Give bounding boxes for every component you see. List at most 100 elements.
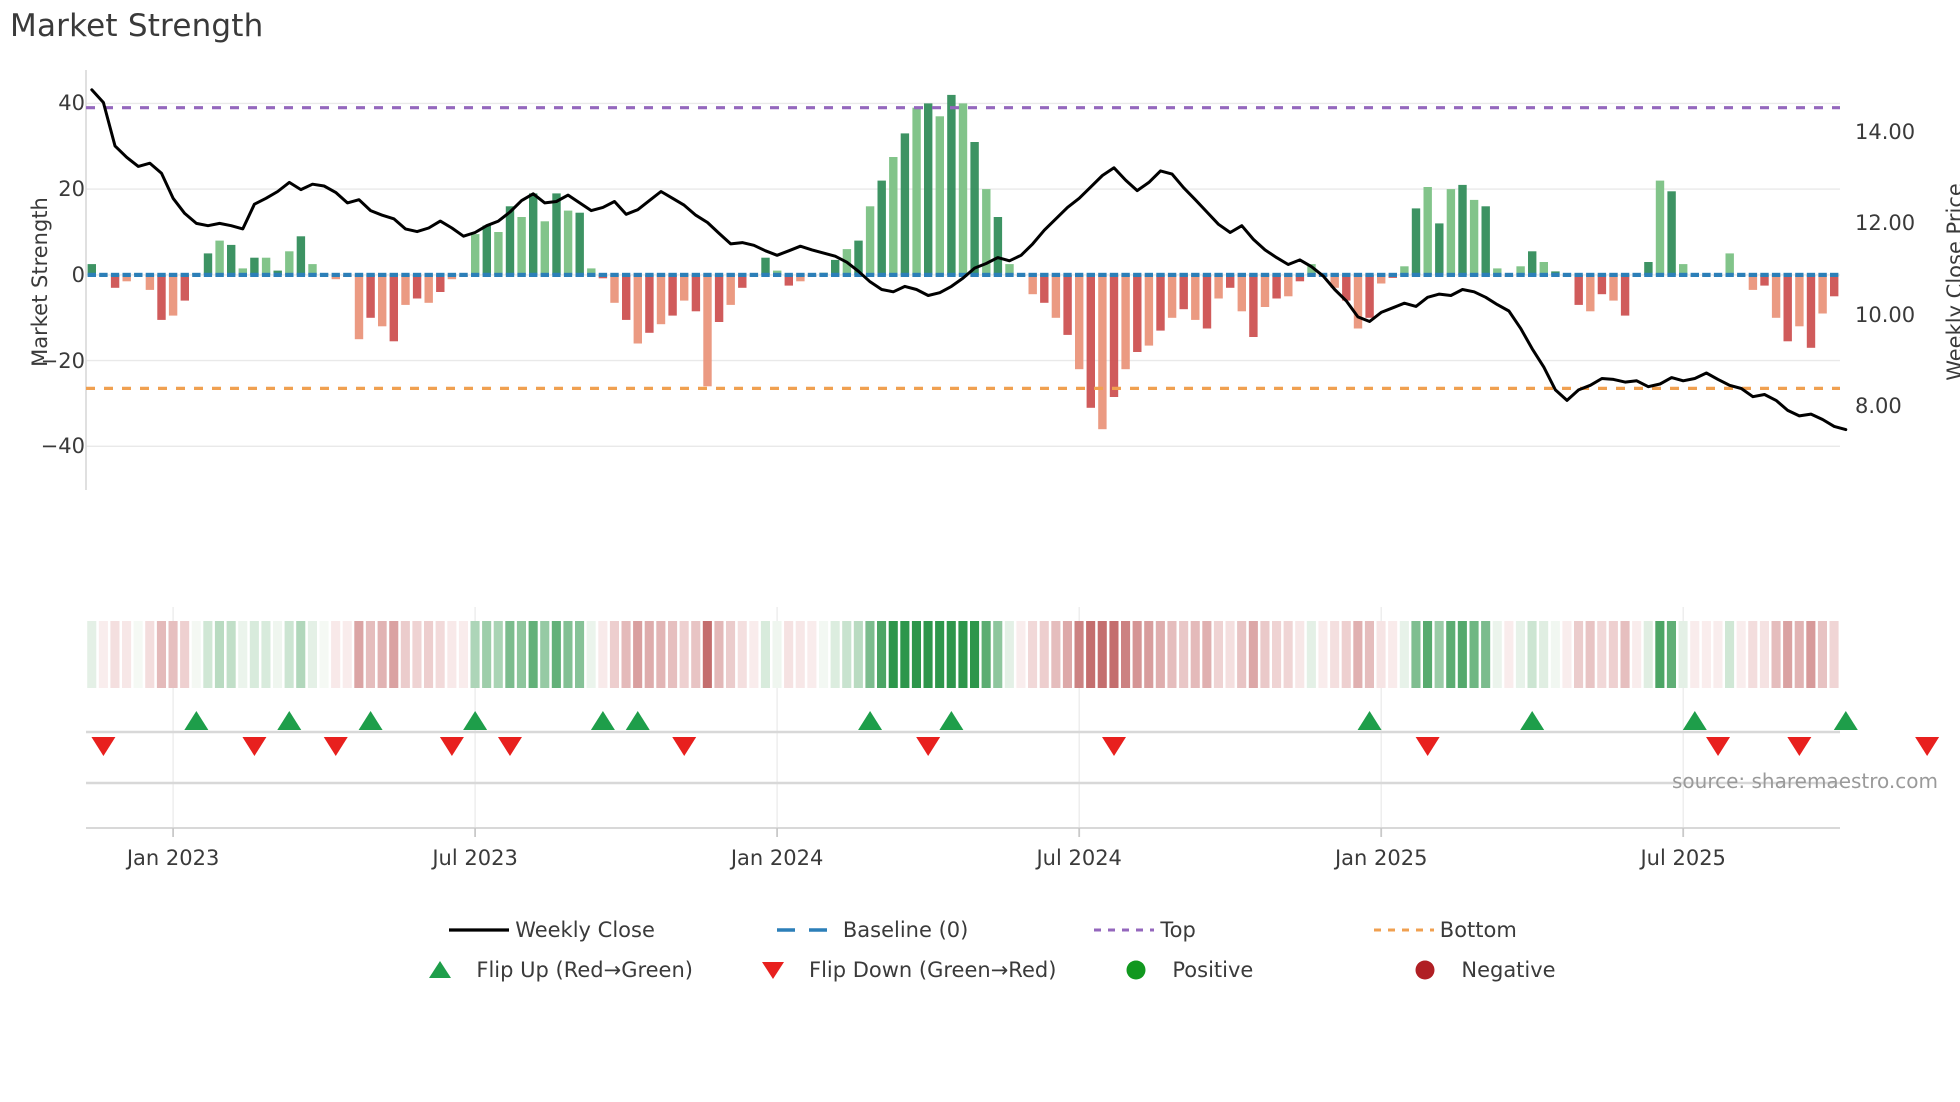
legend-item[interactable]: Weekly Close	[443, 910, 655, 950]
heatmap-cell	[1237, 621, 1247, 688]
heatmap-cell	[1457, 621, 1467, 688]
flip-up-marker[interactable]	[625, 711, 650, 730]
flip-up-marker[interactable]	[1357, 711, 1382, 730]
heatmap-cell	[1004, 621, 1014, 688]
strength-bar	[87, 264, 96, 275]
strength-bar	[552, 193, 561, 275]
strength-bar	[924, 103, 933, 275]
heatmap-cell	[656, 621, 666, 688]
heatmap-cell	[1330, 621, 1340, 688]
strength-bar	[1574, 274, 1583, 305]
flip-down-marker[interactable]	[916, 737, 941, 756]
flip-down-marker[interactable]	[91, 737, 116, 756]
flip-down-marker[interactable]	[1787, 737, 1812, 756]
heatmap-cell	[296, 621, 306, 688]
x-axis-tick-label: Jan 2023	[126, 846, 220, 870]
strength-bar	[1191, 274, 1200, 320]
legend-item[interactable]: Top	[1088, 910, 1196, 950]
flip-up-marker[interactable]	[1682, 711, 1707, 730]
strength-bar	[331, 274, 340, 280]
heatmap-cell	[1179, 621, 1189, 688]
flip-up-marker[interactable]	[463, 711, 488, 730]
strength-bar	[482, 225, 491, 275]
heatmap-cell	[1272, 621, 1282, 688]
heatmap-cell	[888, 621, 898, 688]
strength-bar	[261, 257, 271, 275]
heatmap-cell	[1399, 621, 1409, 688]
legend-item[interactable]: Negative	[1389, 950, 1556, 990]
heatmap-cell	[1086, 621, 1096, 688]
strength-bar	[1284, 274, 1293, 297]
triangle-up-icon	[429, 961, 452, 978]
heatmap-cell	[238, 621, 248, 688]
heatmap-cell	[226, 621, 236, 688]
heatmap-cell	[435, 621, 445, 688]
heatmap-cell	[249, 621, 259, 688]
heatmap-cell	[482, 621, 492, 688]
flip-up-marker[interactable]	[1520, 711, 1545, 730]
y-axis-left-tick-label: 0	[71, 262, 85, 287]
heatmap-cell	[1655, 621, 1665, 688]
heatmap-cell	[331, 621, 341, 688]
y-axis-right-tick-label: 8.00	[1855, 393, 1902, 418]
legend-item[interactable]: Flip Up (Red→Green)	[404, 950, 693, 990]
heatmap-cell	[958, 621, 968, 688]
flip-up-marker[interactable]	[184, 711, 209, 730]
strength-bar	[1806, 274, 1816, 348]
legend-item[interactable]: Bottom	[1368, 910, 1517, 950]
legend-item[interactable]: Baseline (0)	[771, 910, 968, 950]
heatmap-cell	[516, 621, 526, 688]
strength-bar	[1133, 274, 1142, 352]
flip-up-marker[interactable]	[858, 711, 883, 730]
heatmap-cell	[1585, 621, 1595, 688]
flip-up-marker[interactable]	[277, 711, 302, 730]
flip-up-marker[interactable]	[590, 711, 615, 730]
heatmap-cell	[609, 621, 619, 688]
strength-bar	[1051, 274, 1061, 318]
strength-bar	[1667, 191, 1676, 275]
strength-bar	[1260, 274, 1270, 307]
flip-up-marker[interactable]	[939, 711, 964, 730]
legend-item[interactable]: Positive	[1100, 950, 1253, 990]
heatmap-cell	[203, 621, 213, 688]
flip-down-marker[interactable]	[323, 737, 348, 756]
heatmap-cell	[133, 621, 143, 688]
flip-down-marker[interactable]	[1706, 737, 1731, 756]
y-axis-left-tick-label: −20	[40, 348, 85, 373]
heatmap-cell	[633, 621, 643, 688]
flip-down-marker[interactable]	[1915, 737, 1940, 756]
flip-down-marker[interactable]	[1415, 737, 1440, 756]
heatmap-cell	[1121, 621, 1131, 688]
flip-down-marker[interactable]	[672, 737, 697, 756]
y-axis-left-ticks: 40 20 0 −20 −40	[0, 0, 85, 1102]
legend-label: Negative	[1461, 958, 1556, 982]
flip-down-marker[interactable]	[439, 737, 464, 756]
triangle-up-icon	[429, 961, 452, 978]
strength-bar	[1481, 206, 1490, 275]
heatmap-cell	[365, 621, 375, 688]
x-axis-tick-label: Jul 2025	[1640, 846, 1726, 870]
strength-bar	[517, 217, 526, 275]
heatmap-cell	[911, 621, 921, 688]
heatmap-cell	[795, 621, 805, 688]
legend-item[interactable]: Flip Down (Green→Red)	[737, 950, 1056, 990]
heatmap-cell	[1062, 621, 1072, 688]
heatmap-cell	[749, 621, 759, 688]
strength-bar	[1528, 251, 1537, 275]
line-dotted-icon	[1373, 928, 1434, 932]
heatmap-cell	[691, 621, 701, 688]
legend-label: Flip Down (Green→Red)	[808, 958, 1057, 982]
flip-up-marker[interactable]	[358, 711, 383, 730]
flip-down-marker[interactable]	[242, 737, 267, 756]
heatmap-cell	[598, 621, 608, 688]
heatmap-cell	[900, 621, 910, 688]
flip-up-marker[interactable]	[1833, 711, 1858, 730]
flip-down-marker[interactable]	[1102, 737, 1127, 756]
heatmap-cell	[1132, 621, 1142, 688]
heatmap-cell	[1829, 621, 1839, 688]
heatmap-cell	[1446, 621, 1456, 688]
heatmap-cell	[726, 621, 736, 688]
heatmap-cell	[1213, 621, 1223, 688]
flip-down-marker[interactable]	[497, 737, 522, 756]
